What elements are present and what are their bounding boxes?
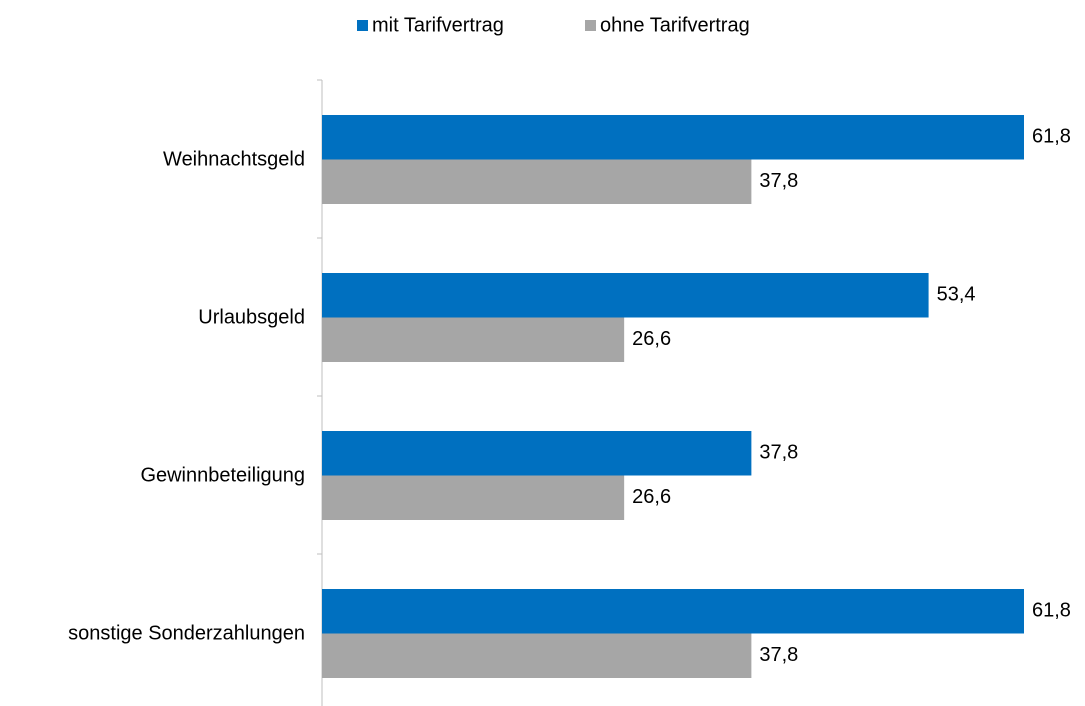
legend-label: mit Tarifvertrag [372, 14, 504, 36]
value-label: 61,8 [1032, 126, 1071, 148]
value-label: 37,8 [759, 644, 798, 666]
bar [322, 431, 752, 476]
bar [322, 115, 1024, 160]
category-label: Weihnachtsgeld [163, 148, 305, 170]
legend-swatch [357, 20, 368, 31]
bar [322, 273, 929, 318]
value-label: 37,8 [759, 442, 798, 464]
legend-swatch [585, 20, 596, 31]
value-label: 37,8 [759, 170, 798, 192]
value-label: 53,4 [937, 284, 976, 306]
legend-label: ohne Tarifvertrag [600, 14, 750, 36]
bar [322, 589, 1024, 634]
bar [322, 633, 752, 678]
bar [322, 159, 752, 204]
value-label: 26,6 [632, 486, 671, 508]
value-label: 26,6 [632, 328, 671, 350]
value-label: 61,8 [1032, 600, 1071, 622]
bar [322, 475, 625, 520]
category-label: sonstige Sonderzahlungen [68, 622, 305, 644]
category-label: Urlaubsgeld [198, 306, 305, 328]
bar [322, 317, 625, 362]
category-label: Gewinnbeteiligung [140, 464, 305, 486]
